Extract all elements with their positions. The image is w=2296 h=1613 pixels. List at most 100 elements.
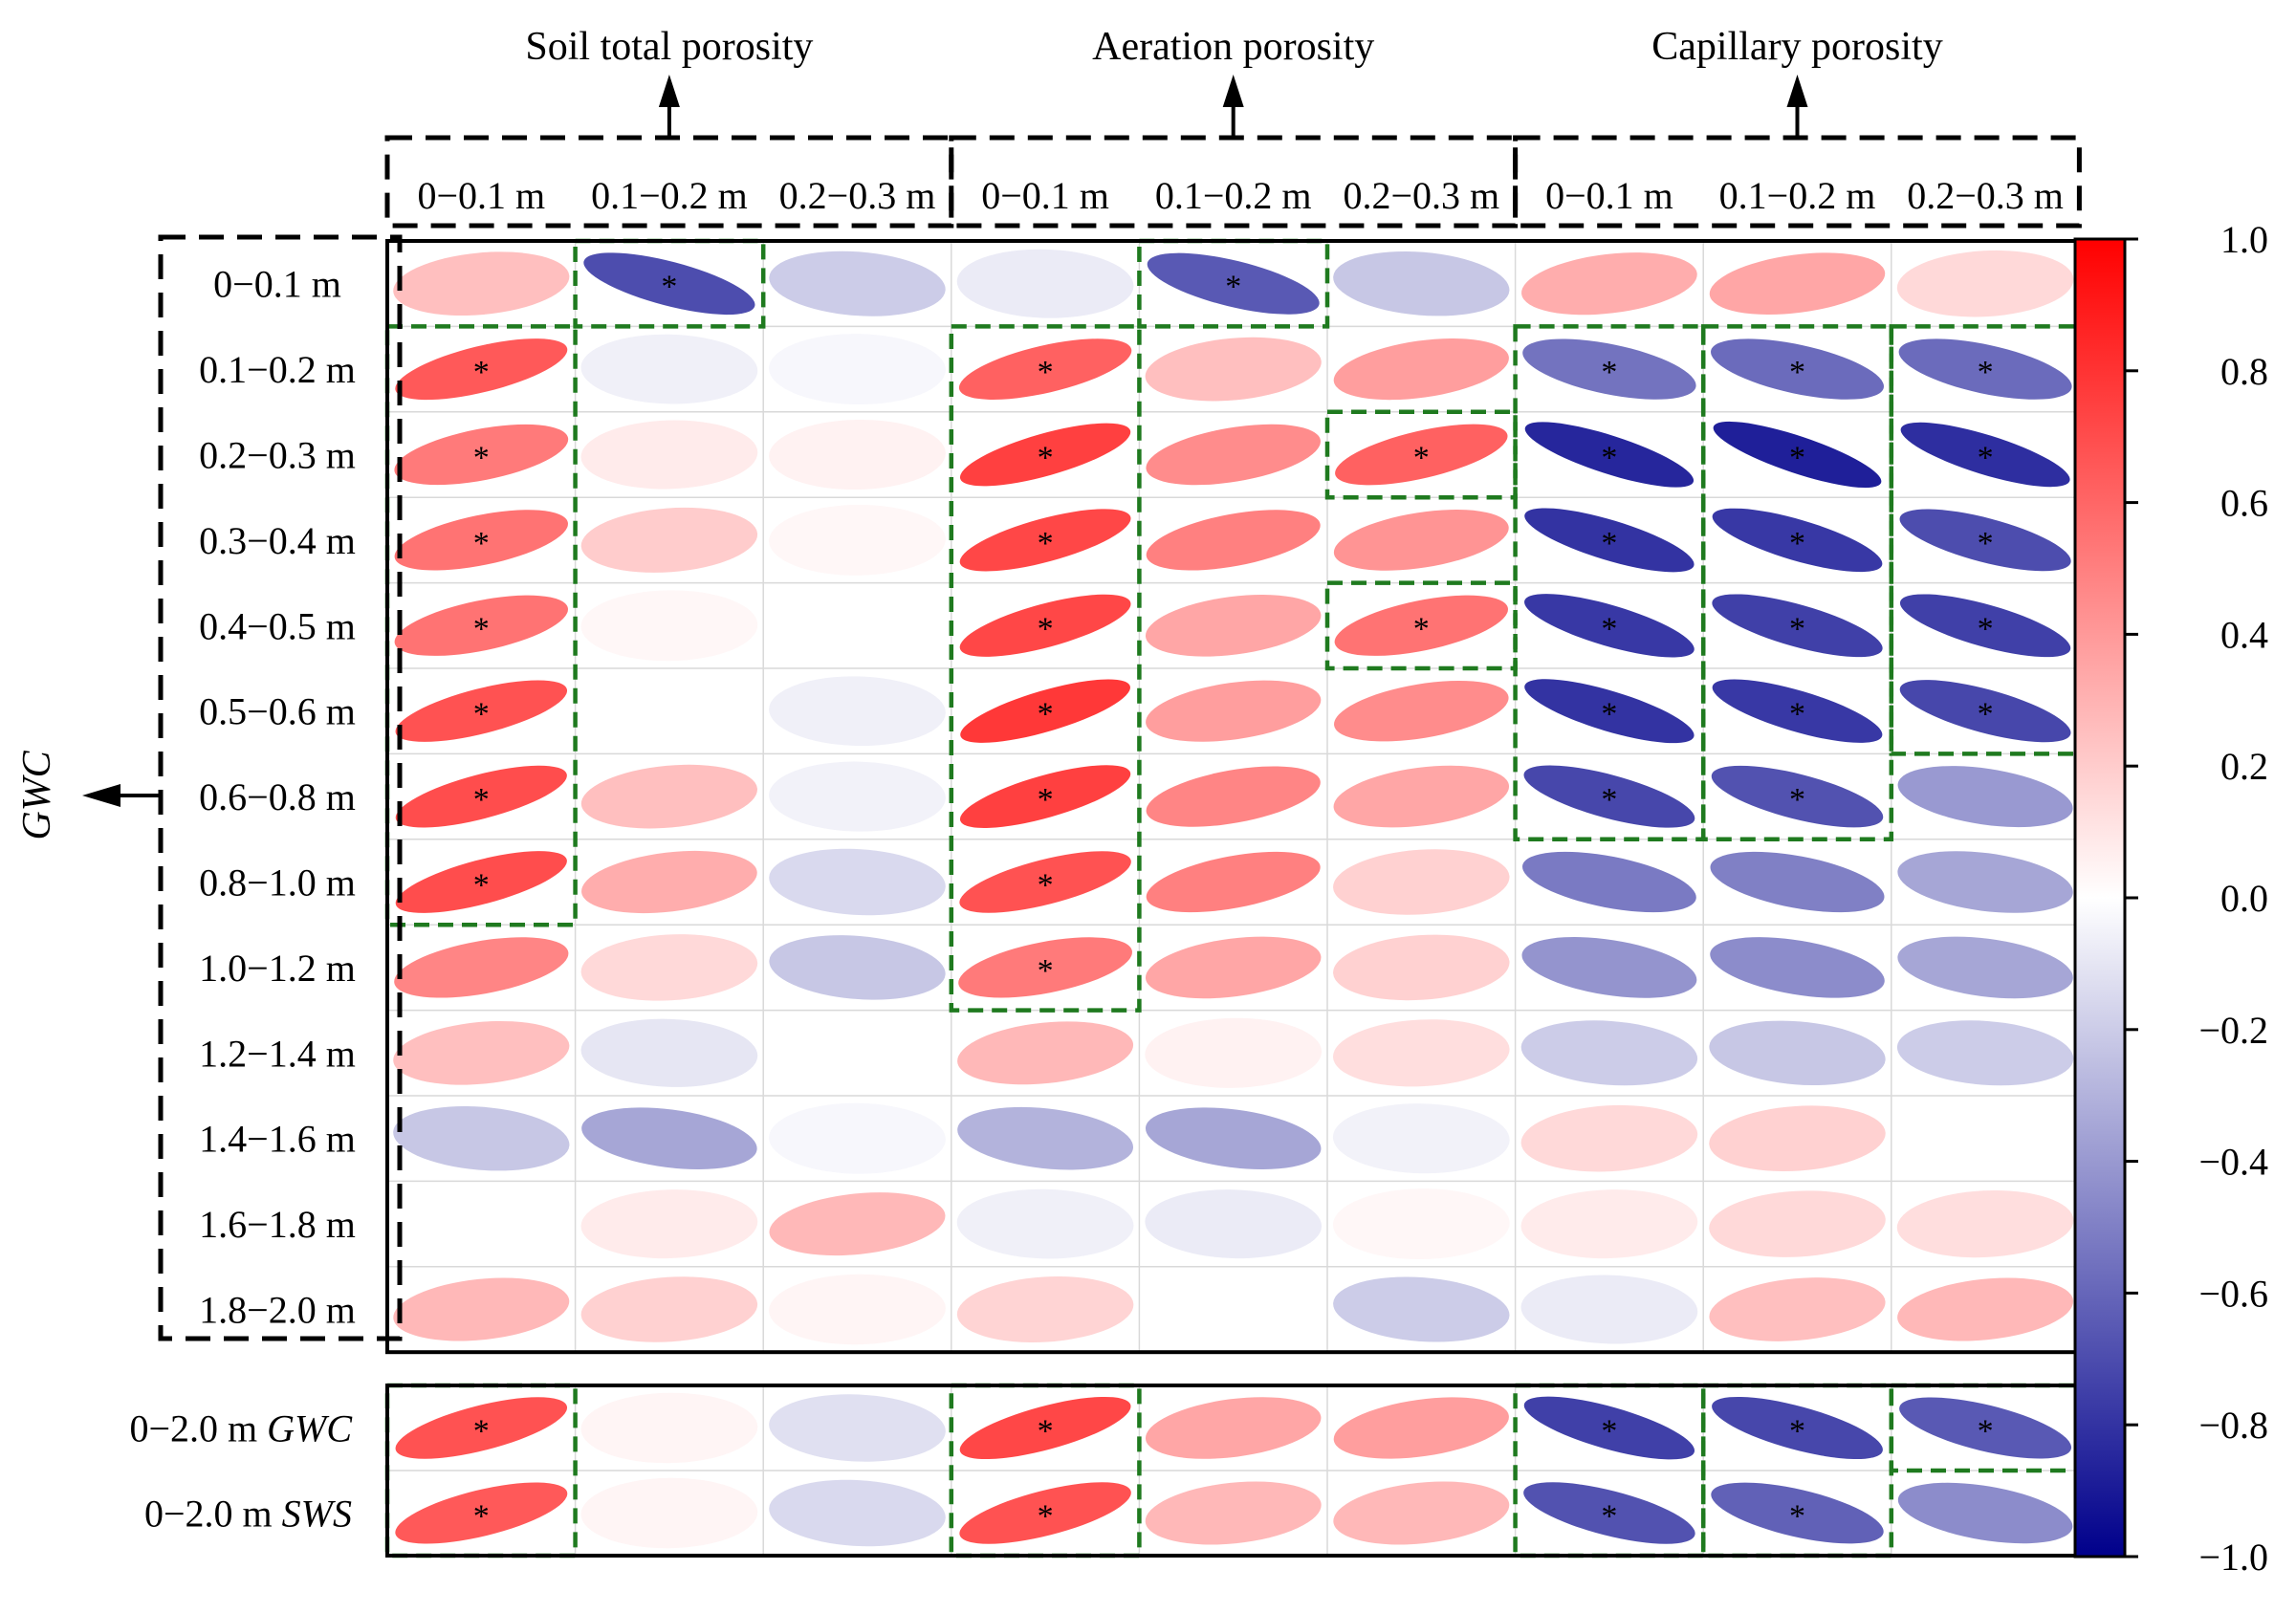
significance-marker: *	[1789, 355, 1805, 390]
row-label: 1.4−1.6 m	[199, 1118, 356, 1161]
significance-marker: *	[1601, 1414, 1617, 1450]
correlation-ellipse	[1709, 252, 1886, 316]
correlation-ellipse	[1147, 252, 1320, 315]
correlation-ellipse	[1333, 1276, 1510, 1342]
correlation-ellipse	[1898, 338, 2072, 400]
correlation-ellipse	[580, 1392, 758, 1464]
correlation-ellipse	[1333, 934, 1510, 1001]
correlation-ellipse	[1520, 1104, 1698, 1172]
significance-marker: *	[1601, 441, 1617, 476]
colorbar-gradient	[2073, 237, 2127, 1559]
correlation-ellipse	[769, 1102, 946, 1174]
correlation-ellipse	[1897, 1482, 2073, 1544]
correlation-ellipse	[581, 1107, 757, 1170]
row-label: 0.6−0.8 m	[199, 775, 356, 818]
significance-marker: *	[1601, 355, 1617, 390]
row-label: 0.5−0.6 m	[199, 690, 356, 733]
correlation-ellipse	[1524, 508, 1695, 573]
correlation-ellipse	[1711, 1482, 1884, 1544]
correlation-ellipse	[580, 1189, 758, 1259]
correlation-ellipse	[1333, 338, 1509, 401]
correlation-ellipse	[769, 848, 946, 916]
column-group-label: Soil total porosity	[525, 25, 813, 69]
correlation-ellipse	[1899, 509, 2071, 572]
correlation-ellipse	[769, 1394, 946, 1462]
correlation-ellipse	[1896, 1189, 2074, 1258]
correlation-ellipse	[1332, 1188, 1510, 1260]
correlation-ellipse	[580, 334, 758, 404]
significance-marker: *	[1978, 697, 1994, 732]
correlation-ellipse	[393, 1105, 570, 1171]
significance-marker: *	[1601, 697, 1617, 732]
correlation-ellipse	[958, 338, 1132, 400]
row-label: 0.4−0.5 m	[199, 604, 356, 647]
correlation-ellipse	[769, 504, 946, 576]
correlation-ellipse	[1333, 765, 1510, 828]
row-label: 1.6−1.8 m	[199, 1203, 356, 1246]
colorbar-tick-label: 0.6	[2220, 482, 2268, 525]
correlation-ellipse	[1896, 1020, 2074, 1086]
correlation-ellipse	[1145, 1481, 1322, 1545]
correlation-ellipse	[580, 934, 758, 1001]
correlation-ellipse	[393, 251, 570, 316]
significance-marker: *	[473, 526, 490, 561]
correlation-ellipse	[1709, 1190, 1886, 1257]
correlation-ellipse	[1146, 510, 1321, 571]
significance-marker: *	[1789, 697, 1805, 732]
significance-marker: *	[1038, 782, 1054, 817]
correlation-ellipse	[1520, 1020, 1698, 1086]
correlation-ellipse	[1333, 251, 1510, 316]
correlation-ellipse	[392, 1188, 570, 1260]
row-label: 1.0−1.2 m	[199, 947, 356, 990]
significance-marker: *	[1038, 868, 1054, 904]
correlation-ellipse	[580, 1477, 758, 1549]
significance-highlight-box	[949, 1383, 1142, 1559]
bottom-row-label: 0−2.0 m SWS	[144, 1493, 352, 1536]
correlation-ellipse	[1896, 250, 2074, 317]
colorbar-tick-label: −0.4	[2198, 1141, 2268, 1184]
correlation-ellipse	[769, 334, 946, 405]
significance-marker: *	[1789, 1499, 1805, 1535]
correlation-ellipse	[1709, 1105, 1886, 1172]
bottom-row-label-depth: 0−2.0 m	[144, 1493, 282, 1536]
correlation-ellipse	[1146, 766, 1321, 827]
significance-highlight-box	[1700, 324, 1894, 842]
row-label: 1.2−1.4 m	[199, 1032, 356, 1075]
significance-marker: *	[1978, 526, 1994, 561]
row-label: 0.1−0.2 m	[199, 348, 356, 391]
row-label: 0.3−0.4 m	[199, 519, 356, 562]
correlation-ellipse	[1145, 1273, 1323, 1346]
significance-marker: *	[1038, 441, 1054, 476]
significance-marker: *	[473, 697, 490, 732]
correlation-ellipse	[769, 1479, 946, 1547]
correlation-ellipse	[959, 509, 1131, 572]
row-group-label: GWC	[15, 750, 59, 839]
correlation-ellipse	[580, 764, 757, 829]
column-label: 0−0.1 m	[417, 174, 545, 217]
bottom-row-label-depth: 0−2.0 m	[129, 1407, 267, 1450]
correlation-ellipse	[1332, 1103, 1510, 1174]
column-label: 0.1−0.2 m	[591, 174, 748, 217]
significance-highlight-box	[1889, 324, 2082, 756]
correlation-ellipse	[393, 1277, 570, 1341]
correlation-ellipse	[1709, 1020, 1886, 1086]
significance-marker: *	[1978, 611, 1994, 646]
correlation-ellipse	[1146, 851, 1321, 913]
significance-marker: *	[1789, 526, 1805, 561]
correlation-ellipse	[1712, 1396, 1883, 1460]
correlation-ellipse	[769, 419, 946, 490]
correlation-ellipse	[1523, 1482, 1695, 1544]
correlation-ellipse	[1899, 594, 2071, 658]
bottom-row-label-variable: GWC	[267, 1407, 353, 1450]
significance-marker: *	[1038, 1499, 1054, 1535]
correlation-ellipse	[1896, 1102, 2074, 1175]
correlation-ellipse	[769, 935, 946, 1000]
correlation-ellipse	[957, 1021, 1134, 1085]
correlation-ellipse	[959, 1396, 1131, 1460]
significance-marker: *	[1978, 441, 1994, 476]
correlation-ellipse	[1520, 1275, 1698, 1344]
significance-marker: *	[1601, 782, 1617, 817]
significance-highlight-box	[1324, 580, 1518, 671]
correlation-ellipse	[393, 1020, 570, 1085]
